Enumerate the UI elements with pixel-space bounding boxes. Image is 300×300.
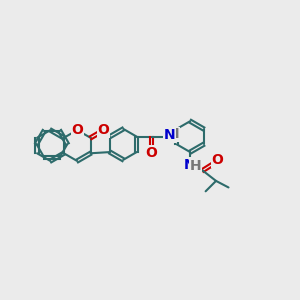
Text: O: O [98,123,110,137]
Text: O: O [212,153,224,167]
Text: H: H [189,159,201,173]
Text: O: O [146,146,158,160]
Text: N: N [184,158,195,172]
Text: H: H [168,127,180,141]
Text: N: N [164,128,175,142]
Text: O: O [71,123,83,137]
